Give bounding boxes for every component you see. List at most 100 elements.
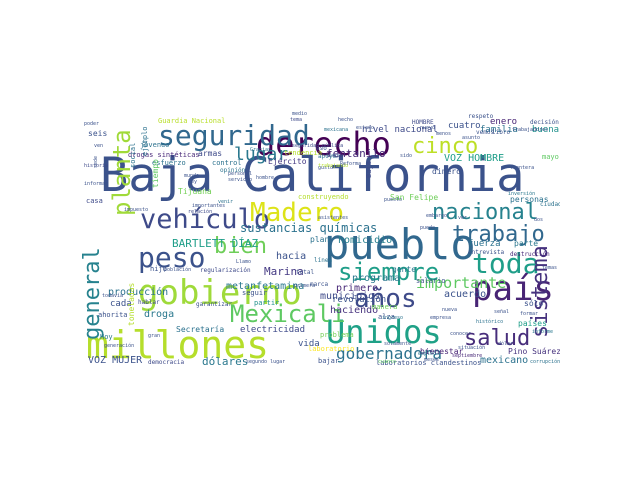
word: homicidio <box>338 235 393 246</box>
word: garantizar <box>196 301 233 308</box>
word: toneladas <box>127 282 136 326</box>
word: población <box>164 267 192 273</box>
word: ejemplo <box>141 126 149 156</box>
word: opinión <box>220 167 246 174</box>
word: nueva <box>442 307 458 313</box>
word: familia <box>480 125 518 135</box>
word: ingreso <box>382 315 404 321</box>
word: tiempo <box>151 159 160 188</box>
word: asistentes <box>318 215 349 221</box>
word: sede <box>93 155 99 168</box>
word: problema <box>320 331 354 339</box>
word: marca <box>310 281 329 288</box>
word: drogas sintéticas <box>128 151 200 159</box>
word: enero <box>490 117 518 127</box>
word: países <box>518 319 547 328</box>
word: manera <box>372 303 398 311</box>
word: meses <box>424 357 440 363</box>
word: Baja California <box>100 148 525 203</box>
word: plan <box>310 235 330 244</box>
word: formar <box>520 311 539 317</box>
word: nacional <box>432 200 538 225</box>
word: nivel nacional <box>362 125 438 135</box>
word: conocer <box>450 331 472 337</box>
word: servicio <box>228 177 253 183</box>
word: tema <box>290 117 303 123</box>
word: pueblo <box>324 220 476 269</box>
word: puedo <box>420 225 436 231</box>
word: droga <box>144 309 175 320</box>
word: VOZ HOMBRE <box>444 153 505 164</box>
word: Secretaría <box>176 325 225 334</box>
word: cada <box>110 299 132 309</box>
word: dos <box>534 217 544 223</box>
word: Gracias <box>250 147 272 153</box>
word: Baja <box>365 161 373 178</box>
word: embargo <box>426 213 448 219</box>
word: segundo lugar <box>246 359 286 365</box>
word: venir <box>218 199 234 205</box>
word: solamente <box>384 341 412 347</box>
word-cloud: Baja California pueblo millones derecho … <box>80 106 560 372</box>
word: vehículo <box>140 204 271 235</box>
word: llegar <box>326 153 345 159</box>
word: ver <box>458 215 468 221</box>
word: personas <box>510 195 549 204</box>
word: seguridad pública <box>292 143 344 149</box>
word: ley <box>188 179 198 185</box>
word: trabajando <box>318 163 349 169</box>
word: laboratorio <box>308 345 355 353</box>
word: electricidad <box>240 325 306 335</box>
word: generación <box>104 343 135 349</box>
word: Marina <box>264 265 304 278</box>
word: historia <box>84 163 109 169</box>
word: gobernadora <box>336 344 442 363</box>
word: peso <box>138 241 206 274</box>
word: todavía <box>102 293 124 299</box>
word: relación <box>188 209 213 215</box>
word: Hoy <box>100 333 113 341</box>
word: fuerza <box>468 239 501 249</box>
word: democracia <box>148 359 185 366</box>
word: toda <box>472 247 540 280</box>
word: Mexicali <box>230 300 346 328</box>
word: menos <box>436 131 452 137</box>
word: Unidos <box>326 313 442 351</box>
word: empresa <box>430 315 452 321</box>
word: personal <box>228 171 253 177</box>
word: construyendo <box>298 193 349 201</box>
word: municipios <box>320 291 381 302</box>
word: salario <box>416 277 446 285</box>
word: entrevista <box>468 249 505 256</box>
word: años <box>354 284 417 314</box>
word: gente <box>392 265 417 274</box>
word: cinco <box>412 134 479 159</box>
word: total <box>296 269 315 276</box>
word: importantes <box>192 203 226 209</box>
word: acuerdo <box>444 289 487 300</box>
word: Ejército <box>268 157 307 166</box>
word: informe <box>532 329 554 335</box>
word: Reforma <box>340 161 362 167</box>
word: eso <box>316 145 327 152</box>
word: hacia <box>276 251 307 262</box>
word: programa <box>352 273 401 284</box>
word: VOZ MUJER <box>88 355 143 366</box>
word: septiembre <box>452 353 483 359</box>
word: mayor <box>542 153 560 161</box>
word: situación <box>458 345 486 351</box>
word: dólares <box>202 355 249 368</box>
word: bienestar <box>420 347 464 356</box>
word: sólo <box>524 299 544 308</box>
word: gusto <box>318 165 334 171</box>
word: vida <box>298 339 320 349</box>
word: poder <box>84 121 100 127</box>
word: jóvenes <box>140 141 170 149</box>
word: impuesto <box>124 207 149 213</box>
word: trabajo <box>452 222 545 247</box>
word: empleo <box>418 351 437 357</box>
word: destrucción <box>510 251 550 258</box>
word: sustancias químicas <box>240 221 378 235</box>
word: ciudad <box>540 201 560 208</box>
word: dólar <box>498 341 514 347</box>
